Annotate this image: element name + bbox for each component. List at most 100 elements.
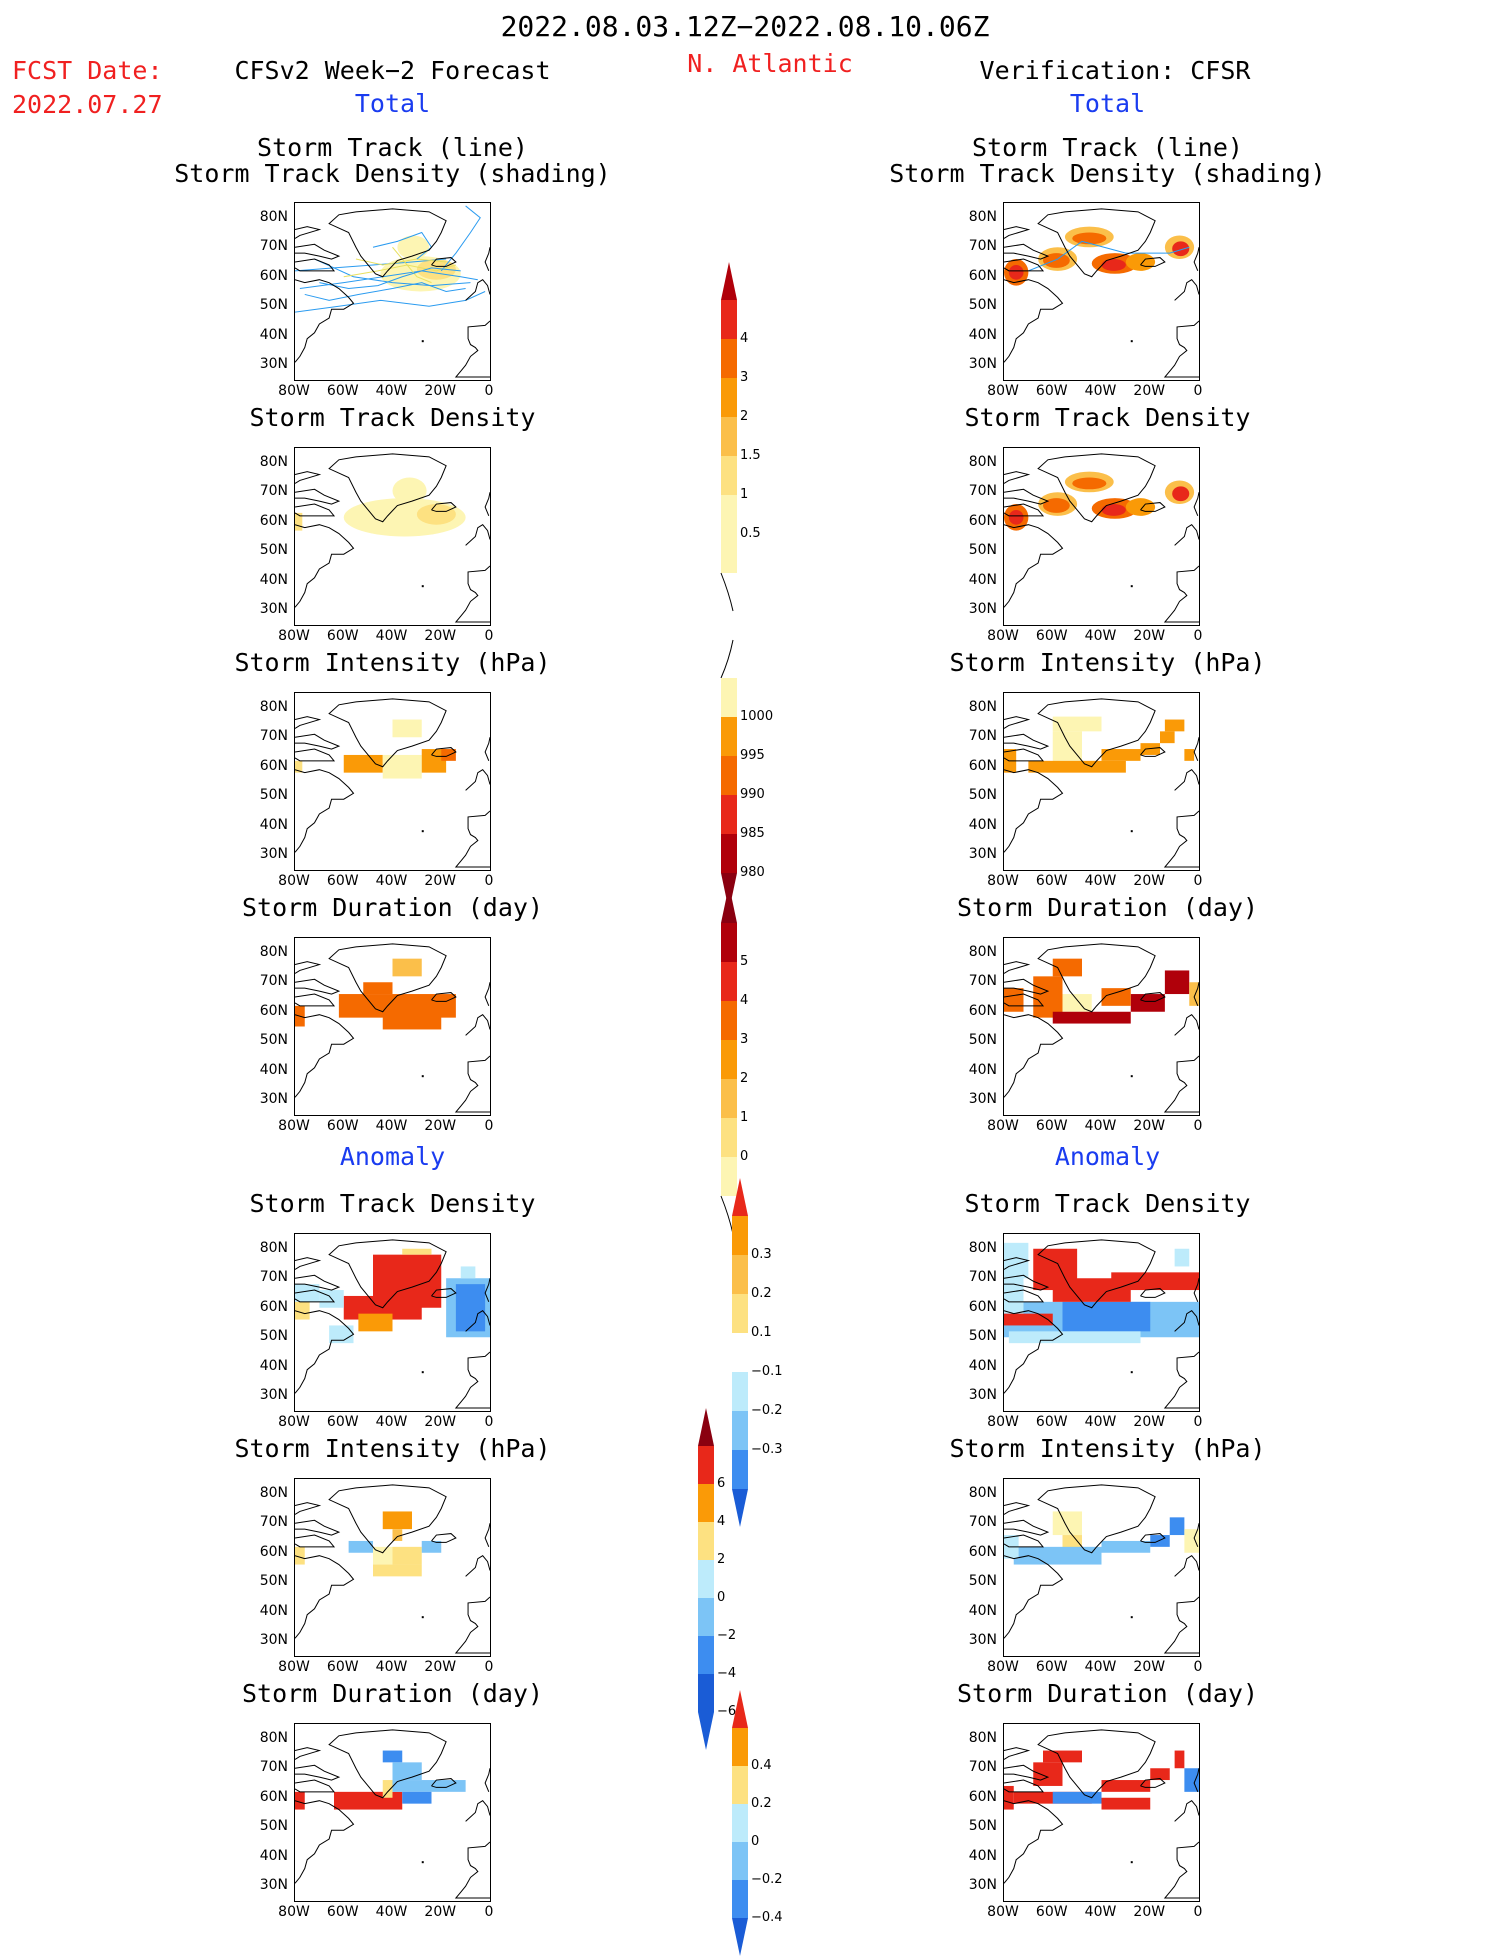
shade-cell bbox=[382, 1780, 393, 1798]
coastline bbox=[1004, 524, 1064, 608]
shade-cell bbox=[1174, 1750, 1185, 1769]
shade-cell bbox=[1160, 731, 1175, 744]
coastline bbox=[1140, 1288, 1166, 1298]
y-tick-label: 60N bbox=[968, 1002, 997, 1019]
coastline bbox=[1037, 208, 1156, 278]
panel-title: Storm Track Density (shading) bbox=[889, 159, 1326, 188]
y-tick-label: 70N bbox=[968, 1759, 997, 1776]
y-tick-label: 40N bbox=[968, 816, 997, 833]
colorbar-track-density-total bbox=[720, 262, 737, 612]
colorbar-segment bbox=[721, 1118, 737, 1157]
coastline bbox=[454, 565, 490, 623]
coastline bbox=[1193, 492, 1199, 517]
colorbar-label: 0.1 bbox=[751, 1325, 772, 1340]
coastline bbox=[295, 1747, 322, 1760]
shade-cell bbox=[1164, 719, 1185, 732]
coastline bbox=[1140, 992, 1166, 1002]
forecast-density-total-map bbox=[294, 447, 491, 626]
forecast-density-anomaly-map bbox=[294, 1233, 491, 1412]
x-tick-label: 60W bbox=[326, 1118, 359, 1134]
shade-cell bbox=[392, 958, 422, 977]
y-tick-label: 30N bbox=[259, 1091, 288, 1108]
shade-cell bbox=[1172, 486, 1190, 502]
x-tick-label: 40W bbox=[375, 1414, 408, 1430]
coastline bbox=[295, 226, 322, 239]
panel-title: Storm Duration (day) bbox=[956, 1679, 1259, 1708]
y-tick-label: 60N bbox=[968, 267, 997, 284]
x-tick-label: 20W bbox=[1133, 873, 1166, 889]
shade-cell bbox=[1111, 1272, 1199, 1291]
panel-title: Storm Track Density bbox=[249, 403, 536, 432]
coastline bbox=[1004, 226, 1031, 239]
colorbar-segment bbox=[698, 1674, 714, 1712]
x-tick-label: 20W bbox=[1133, 628, 1166, 644]
shade-cell bbox=[343, 754, 383, 773]
x-tick-label: 40W bbox=[1084, 873, 1117, 889]
island-dot bbox=[421, 1075, 424, 1078]
coastline bbox=[1004, 993, 1045, 1007]
shade-cell bbox=[1101, 988, 1131, 1006]
colorbar-segment bbox=[732, 1842, 748, 1880]
coastline bbox=[1004, 733, 1050, 750]
x-tick-label: 60W bbox=[1035, 1414, 1068, 1430]
storm-track-line bbox=[299, 270, 478, 290]
y-tick-label: 30N bbox=[968, 1387, 997, 1404]
x-tick-label: 0 bbox=[484, 628, 494, 644]
y-tick-label: 30N bbox=[968, 356, 997, 373]
island-dot bbox=[421, 830, 424, 833]
x-tick-label: 20W bbox=[424, 873, 457, 889]
shade-cell bbox=[1004, 1785, 1014, 1810]
colorbar-label: 990 bbox=[740, 787, 765, 802]
coastline bbox=[295, 961, 322, 974]
y-tick-label: 40N bbox=[968, 1602, 997, 1619]
shade-cell bbox=[1008, 1331, 1141, 1344]
shade-cell bbox=[1169, 1517, 1185, 1536]
coastline bbox=[1004, 1779, 1045, 1793]
y-tick-label: 40N bbox=[259, 1847, 288, 1864]
verification-track-total-map-svg bbox=[1004, 208, 1199, 378]
coastline bbox=[465, 524, 490, 546]
coastline bbox=[1037, 453, 1156, 523]
verification-intensity-anomaly-map-svg bbox=[1004, 1484, 1199, 1654]
shade-cell bbox=[392, 1780, 466, 1792]
x-tick-label: 80W bbox=[987, 1659, 1019, 1675]
y-tick-label: 80N bbox=[968, 453, 997, 470]
anomaly-label-left: Anomaly bbox=[339, 1142, 446, 1171]
storm-track-line bbox=[295, 258, 447, 272]
coastline bbox=[1004, 1257, 1031, 1270]
storm-track-line bbox=[295, 291, 486, 313]
period-title: 2022.08.03.12Z−2022.08.10.06Z bbox=[500, 10, 990, 43]
coastline bbox=[1004, 1555, 1064, 1639]
shade-cell bbox=[373, 1564, 422, 1577]
y-tick-label: 50N bbox=[968, 1032, 997, 1049]
shade-cell bbox=[392, 719, 422, 738]
colorbar-label: 985 bbox=[740, 826, 765, 841]
y-tick-label: 80N bbox=[259, 453, 288, 470]
coastline bbox=[1004, 243, 1050, 260]
coastline bbox=[1004, 716, 1031, 729]
colorbar-segment bbox=[698, 1484, 714, 1522]
shade-cell bbox=[1150, 1768, 1170, 1781]
coastline bbox=[1004, 961, 1031, 974]
coastline bbox=[484, 1278, 490, 1303]
anomaly-label-right: Anomaly bbox=[1054, 1142, 1161, 1171]
coastline bbox=[1163, 1841, 1199, 1899]
x-tick-label: 0 bbox=[1193, 1659, 1203, 1675]
coastline bbox=[295, 1014, 355, 1098]
panel-title: Storm Intensity (hPa) bbox=[949, 1434, 1266, 1463]
shade-cell bbox=[1008, 509, 1024, 525]
shade-cell bbox=[1072, 477, 1107, 490]
y-tick-label: 70N bbox=[968, 238, 997, 255]
x-tick-label: 80W bbox=[278, 1904, 310, 1920]
coastline bbox=[1174, 279, 1199, 301]
colorbar-label: 0.2 bbox=[751, 1286, 772, 1301]
y-tick-label: 30N bbox=[259, 846, 288, 863]
coastline bbox=[1193, 1523, 1199, 1548]
y-tick-label: 30N bbox=[968, 846, 997, 863]
coastline bbox=[454, 1055, 490, 1113]
colorbar-segment bbox=[732, 1294, 748, 1333]
y-tick-label: 70N bbox=[259, 1514, 288, 1531]
x-tick-label: 80W bbox=[987, 1414, 1019, 1430]
shade-cell bbox=[1013, 1546, 1102, 1565]
colorbar-segment bbox=[698, 1636, 714, 1674]
